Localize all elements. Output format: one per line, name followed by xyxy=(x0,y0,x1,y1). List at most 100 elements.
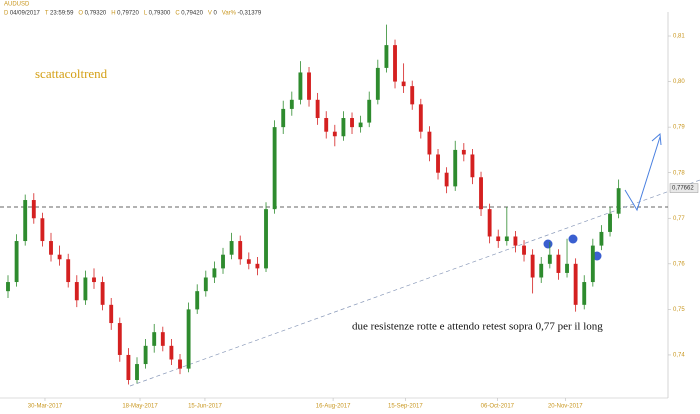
candle-body xyxy=(14,241,19,283)
candle-body xyxy=(479,177,483,210)
candle-body xyxy=(246,259,251,264)
candle-body xyxy=(40,218,45,242)
candle-body xyxy=(367,99,372,123)
candle-body xyxy=(74,282,79,301)
y-tick-label: 0,75 xyxy=(673,307,685,313)
info-value: 23:59:59 xyxy=(50,11,74,17)
candle-body xyxy=(135,364,139,381)
candle-body xyxy=(487,209,492,237)
candle-body xyxy=(272,127,277,210)
touch-point xyxy=(568,234,578,244)
candle-body xyxy=(126,354,131,381)
x-tick-label: 15-Sep-2017 xyxy=(388,404,423,410)
candle-body xyxy=(350,118,354,128)
candle-body xyxy=(281,108,286,128)
candle-body xyxy=(375,67,380,100)
candle-body xyxy=(530,254,535,278)
candle-body xyxy=(100,282,105,305)
trend-line xyxy=(129,179,700,387)
info-value: 0,79300 xyxy=(149,11,171,17)
candle-body xyxy=(152,332,157,346)
candle-body xyxy=(229,241,234,255)
candle-body xyxy=(341,118,346,137)
candle-body xyxy=(358,122,363,128)
candle-body xyxy=(427,131,432,155)
candle-body xyxy=(470,154,475,178)
candle-body xyxy=(289,99,294,109)
x-tick-label: 20-Nov-2017 xyxy=(548,404,583,410)
candle-body xyxy=(436,154,440,173)
candle-body xyxy=(590,245,595,283)
candle-body xyxy=(186,309,191,369)
info-value: 0,79720 xyxy=(117,11,139,17)
candle-body xyxy=(57,254,62,260)
arrow-head xyxy=(651,132,662,146)
y-tick-label: 0,76 xyxy=(673,261,685,267)
x-tick-label: 06-Oct-2017 xyxy=(481,404,515,410)
candle-body xyxy=(393,45,397,82)
last-price-label: 0,77662 xyxy=(672,186,694,192)
candle-body xyxy=(143,345,148,365)
candle-body xyxy=(6,282,10,292)
candle-body xyxy=(444,172,449,187)
info-key: T xyxy=(45,11,49,17)
candle-body xyxy=(109,304,114,324)
candle-body xyxy=(298,72,303,100)
candle-body xyxy=(547,254,552,264)
info-key: C xyxy=(175,11,180,17)
candle-body xyxy=(461,149,466,155)
info-value: -0,31379 xyxy=(238,11,262,17)
candle-body xyxy=(573,263,578,305)
candle-body xyxy=(332,131,337,137)
info-key: Var% xyxy=(222,11,237,17)
candle-body xyxy=(582,282,587,305)
candle-body xyxy=(556,254,561,273)
candle-body xyxy=(453,149,458,187)
info-key: L xyxy=(144,11,148,17)
y-tick-label: 0,79 xyxy=(673,125,685,131)
y-tick-label: 0,78 xyxy=(673,170,685,176)
y-tick-label: 0,81 xyxy=(673,34,685,40)
info-value: 0,79320 xyxy=(85,11,107,17)
last-price-box xyxy=(669,183,699,193)
y-tick-label: 0,80 xyxy=(673,79,685,85)
forecast-arrow xyxy=(624,136,661,212)
candle-body xyxy=(31,200,36,219)
candle-body xyxy=(307,72,311,100)
candle-body xyxy=(384,45,389,68)
info-value: 0,79420 xyxy=(181,11,203,17)
candle-body xyxy=(255,263,260,269)
info-key: D xyxy=(4,11,9,17)
candle-body xyxy=(496,236,501,242)
info-key: V xyxy=(208,11,212,17)
candle-body xyxy=(616,188,621,214)
candle-body xyxy=(203,277,208,292)
candle-body xyxy=(410,86,415,105)
candle-body xyxy=(195,291,200,310)
info-value: 04/09/2017 xyxy=(10,11,41,17)
watermark: scattacoltrend xyxy=(35,66,108,81)
touch-point xyxy=(543,239,553,249)
info-value: 0 xyxy=(213,11,217,17)
x-tick-label: 18-May-2017 xyxy=(122,404,158,410)
y-tick-label: 0,74 xyxy=(673,353,685,359)
symbol: AUDUSD xyxy=(4,2,30,8)
x-tick-label: 30-Mar-2017 xyxy=(28,404,63,410)
candle-body xyxy=(324,118,329,132)
candle-body xyxy=(178,359,182,369)
y-tick-label: 0,77 xyxy=(673,216,685,222)
candle-body xyxy=(49,241,53,255)
x-tick-label: 15-Jun-2017 xyxy=(188,404,222,410)
candle-body xyxy=(513,236,518,246)
candle-body xyxy=(504,236,509,242)
candle-body xyxy=(522,245,526,255)
candle-body xyxy=(599,231,604,246)
candle-body xyxy=(23,200,28,242)
candle-body xyxy=(238,241,243,260)
candle-body xyxy=(418,104,423,132)
annotation: due resistenze rotte e attendo retest so… xyxy=(352,321,603,333)
candle-body xyxy=(401,81,406,87)
candle-body xyxy=(66,259,71,283)
